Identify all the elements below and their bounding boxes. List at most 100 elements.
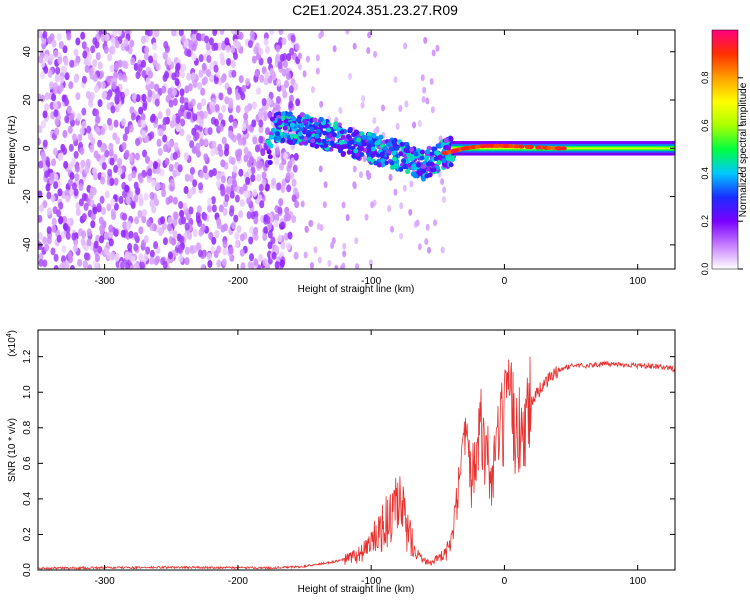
noise-cell — [293, 251, 299, 260]
ridge-cell — [351, 153, 357, 159]
noise-cell — [431, 49, 436, 57]
noise-cell — [240, 262, 246, 269]
noise-cell — [234, 232, 240, 241]
noise-cell — [420, 74, 425, 82]
ridge-cell — [324, 123, 330, 129]
noise-cell — [188, 206, 194, 215]
noise-cell — [287, 231, 293, 240]
noise-cell — [424, 238, 429, 246]
noise-cell — [88, 99, 94, 108]
noise-cell — [399, 232, 404, 240]
ridge-cell — [286, 111, 292, 117]
noise-cell — [38, 125, 43, 134]
noise-cell — [74, 164, 80, 173]
noise-cell — [161, 189, 167, 198]
noise-cell — [38, 55, 44, 64]
noise-cell — [86, 125, 92, 134]
noise-cell — [285, 242, 291, 251]
noise-cell — [53, 181, 59, 190]
noise-cell — [81, 107, 87, 116]
noise-cell — [51, 39, 57, 48]
noise-cell — [212, 30, 218, 37]
noise-cell — [62, 45, 68, 54]
noise-cell — [243, 146, 249, 155]
noise-cell — [271, 177, 277, 186]
colorbar-tick-label: 0.8 — [700, 72, 710, 85]
noise-cell — [127, 252, 133, 261]
noise-cell — [75, 208, 81, 217]
noise-cell — [241, 123, 247, 132]
noise-cell — [85, 252, 91, 261]
noise-cell — [108, 148, 114, 157]
noise-cell — [168, 163, 174, 172]
noise-cell — [231, 69, 237, 78]
noise-cell — [425, 223, 430, 231]
noise-cell — [181, 216, 187, 225]
noise-cell — [198, 131, 204, 140]
snr-y-ticks: 0.0 0.2 0.4 0.6 0.8 1.0 1.2 — [22, 349, 675, 577]
noise-cell — [210, 104, 216, 113]
noise-cell — [226, 186, 232, 195]
noise-cell — [72, 244, 78, 253]
noise-cell — [261, 171, 267, 180]
spectrogram-x-ticks: -300 -200 -100 0 100 — [95, 30, 646, 287]
noise-cell — [51, 158, 57, 167]
noise-cell — [267, 75, 273, 84]
noise-cell — [58, 152, 64, 161]
noise-cell — [258, 160, 264, 169]
noise-cell — [199, 138, 205, 147]
noise-cell — [253, 46, 259, 55]
noise-cell — [323, 181, 328, 189]
noise-cell — [90, 212, 96, 221]
peak-cell — [493, 143, 500, 148]
noise-cell — [148, 55, 154, 64]
noise-cell — [192, 113, 198, 122]
noise-cell — [308, 219, 313, 227]
noise-cell — [162, 144, 168, 153]
noise-cell — [174, 78, 180, 87]
noise-cell — [80, 31, 86, 40]
ridge-cell — [398, 166, 404, 172]
noise-cell — [219, 30, 225, 35]
noise-cell — [52, 147, 58, 156]
noise-cell — [156, 138, 162, 147]
noise-cell — [138, 175, 144, 184]
noise-cell — [188, 188, 194, 197]
peak-cell — [441, 151, 448, 156]
noise-cell — [198, 182, 204, 191]
noise-cell — [78, 183, 84, 192]
noise-cell — [201, 62, 207, 71]
noise-cell — [64, 189, 70, 198]
ridge-cell — [282, 125, 288, 131]
noise-cell — [42, 259, 48, 268]
noise-cell — [288, 85, 294, 94]
noise-cell — [124, 88, 130, 97]
ridge-cell — [268, 143, 274, 149]
ridge-cell — [309, 126, 315, 132]
noise-cell — [97, 139, 103, 148]
ridge-cell — [331, 132, 337, 138]
noise-cell — [64, 115, 70, 124]
noise-cell — [56, 32, 62, 41]
noise-cell — [227, 86, 233, 95]
noise-cell — [263, 77, 269, 86]
noise-cell — [221, 136, 227, 145]
figure-title: C2E1.2024.351.23.27.R09 — [292, 2, 458, 18]
noise-cell — [239, 186, 245, 195]
ridge-cell — [356, 137, 362, 143]
noise-cell — [358, 171, 363, 179]
noise-cell — [267, 56, 273, 65]
noise-cell — [58, 201, 64, 210]
noise-cell — [128, 153, 134, 162]
noise-cell — [113, 62, 119, 71]
noise-cell — [117, 167, 123, 176]
noise-cell — [345, 214, 350, 222]
noise-cell — [44, 170, 50, 179]
noise-cell — [284, 206, 290, 215]
ridge-cell — [441, 158, 447, 164]
noise-cell — [88, 191, 94, 200]
ridge-cell — [333, 121, 339, 127]
noise-cell — [279, 221, 285, 230]
snr-multiplier-base: (x104) — [6, 330, 18, 357]
noise-cell — [114, 253, 120, 262]
